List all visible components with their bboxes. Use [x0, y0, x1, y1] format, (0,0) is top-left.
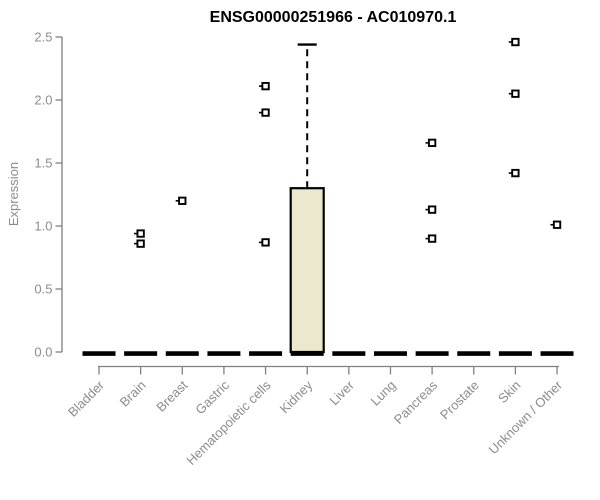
- x-category-label: Unknown / Other: [486, 377, 566, 457]
- x-category-label: Kidney: [277, 377, 316, 416]
- outlier-point: [136, 239, 145, 248]
- x-category-label: Pancreas: [391, 377, 441, 427]
- outlier-point: [511, 168, 520, 178]
- outlier-point: [427, 234, 437, 243]
- outlier-point: [552, 220, 562, 229]
- x-category-label: Breast: [153, 377, 190, 414]
- outlier-point: [427, 205, 437, 214]
- outlier-point: [136, 229, 145, 238]
- box-kidney: [289, 187, 325, 354]
- y-tick-label: 0.0: [34, 345, 52, 360]
- x-category-label: Liver: [326, 377, 357, 408]
- chart-title: ENSG00000251966 - AC010970.1: [209, 9, 457, 26]
- x-category-label: Lung: [368, 378, 399, 409]
- outlier-point: [261, 108, 270, 117]
- x-category-label: Bladder: [65, 377, 108, 420]
- outlier-point: [511, 89, 520, 98]
- x-category-label: Brain: [117, 378, 149, 410]
- outlier-point: [427, 138, 437, 147]
- y-tick-label: 1.0: [34, 219, 52, 234]
- y-tick-label: 2.5: [34, 30, 52, 45]
- y-tick-label: 0.5: [34, 282, 52, 297]
- outlier-point: [261, 238, 270, 247]
- x-category-label: Gastric: [192, 377, 232, 417]
- outlier-point: [511, 37, 520, 47]
- x-category-label: Prostate: [437, 378, 482, 423]
- y-tick-label: 1.5: [34, 156, 52, 171]
- x-category-label: Skin: [495, 378, 523, 406]
- y-tick-label: 2.0: [34, 93, 52, 108]
- outlier-point: [178, 196, 187, 205]
- outlier-point: [261, 81, 270, 91]
